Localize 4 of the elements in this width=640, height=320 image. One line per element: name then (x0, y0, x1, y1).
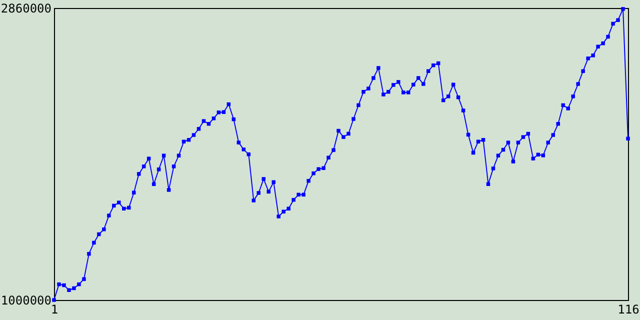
x-tick-label: 116 (618, 302, 640, 316)
y-tick-label: 1000000 (0, 294, 52, 308)
y-tick-label: 2860000 (0, 2, 52, 16)
x-tick-label: 1 (50, 302, 58, 316)
